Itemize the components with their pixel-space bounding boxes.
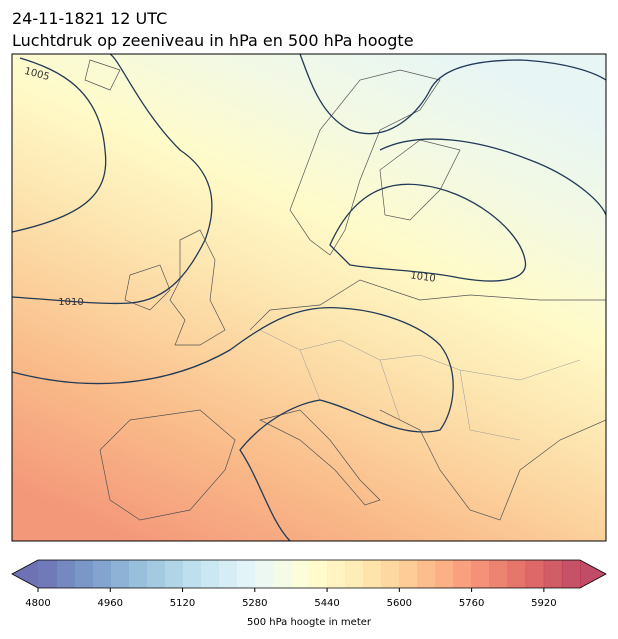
colorbar-segment bbox=[56, 560, 75, 588]
colorbar-segment bbox=[417, 560, 436, 588]
colorbar-segment bbox=[164, 560, 183, 588]
colorbar-tick-label: 4960 bbox=[98, 598, 123, 609]
colorbar-segment bbox=[309, 560, 328, 588]
colorbar-segment bbox=[399, 560, 418, 588]
colorbar-segment bbox=[146, 560, 165, 588]
colorbar-segment bbox=[128, 560, 147, 588]
colorbar-segment bbox=[525, 560, 545, 588]
title: 24-11-1821 12 UTC bbox=[12, 9, 167, 28]
colorbar-segment bbox=[489, 560, 509, 588]
colorbar-extend-low bbox=[12, 560, 38, 588]
colorbar-segment bbox=[74, 560, 93, 588]
colorbar-segment bbox=[327, 560, 346, 588]
colorbar-segment bbox=[453, 560, 472, 588]
colorbar-segment bbox=[290, 560, 310, 588]
colorbar-segment bbox=[345, 560, 364, 588]
colorbar-segment bbox=[272, 560, 292, 588]
colorbar-segment bbox=[507, 560, 527, 588]
colorbar-segment bbox=[543, 560, 563, 588]
colorbar-segment bbox=[236, 560, 256, 588]
colorbar-tick-label: 5760 bbox=[459, 598, 484, 609]
contour-label: 1010 bbox=[58, 297, 83, 308]
colorbar: 4800 4960 5120 5280 5440 5600 5760 5920 bbox=[11, 559, 607, 609]
colorbar-segment bbox=[435, 560, 454, 588]
colorbar-tick-label: 5440 bbox=[314, 598, 339, 609]
colorbar-label: 500 hPa hoogte in meter bbox=[247, 617, 372, 628]
colorbar-tick-label: 5920 bbox=[531, 598, 556, 609]
contour-label: 1010 bbox=[410, 270, 437, 284]
colorbar-segment bbox=[200, 560, 219, 588]
colorbar-segment bbox=[38, 560, 57, 588]
map-area: 1005 1010 1010 bbox=[12, 54, 606, 541]
colorbar-tick-label: 5120 bbox=[170, 598, 195, 609]
map-frame bbox=[11, 53, 607, 542]
colorbar-extend-high bbox=[580, 560, 606, 588]
colorbar-segment bbox=[254, 560, 274, 588]
colorbar-segment bbox=[471, 560, 490, 588]
colorbar-tick-label: 4800 bbox=[25, 598, 50, 609]
colorbar-tick-label: 5600 bbox=[387, 598, 412, 609]
colorbar-segment bbox=[381, 560, 400, 588]
colorbar-segment bbox=[218, 560, 238, 588]
colorbar-segment bbox=[182, 560, 201, 588]
colorbar-segment bbox=[561, 560, 581, 588]
colorbar-segment bbox=[110, 560, 129, 588]
coastlines bbox=[84, 59, 606, 521]
colorbar-segment bbox=[92, 560, 111, 588]
isobars bbox=[12, 54, 606, 541]
colorbar-segment bbox=[363, 560, 382, 588]
subtitle: Luchtdruk op zeeniveau in hPa en 500 hPa… bbox=[12, 31, 414, 50]
colorbar-tick-label: 5280 bbox=[242, 598, 267, 609]
